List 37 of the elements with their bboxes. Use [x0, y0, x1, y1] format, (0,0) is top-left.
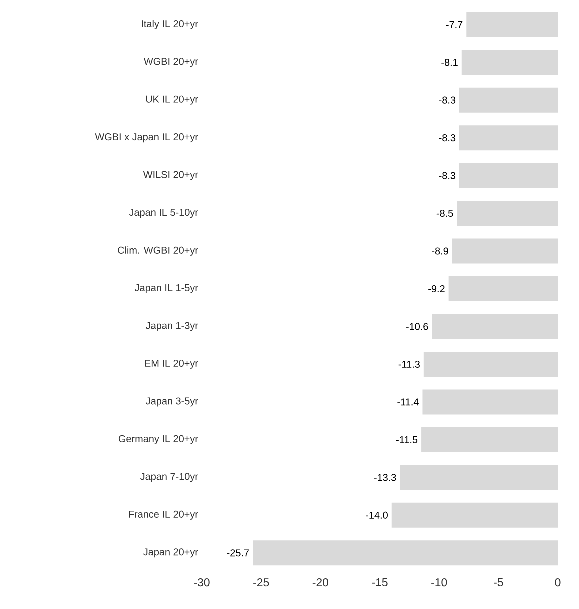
x-tick-label: -20	[312, 578, 328, 587]
x-tick-label: -25	[254, 578, 270, 587]
y-tick-label: Japan 1-3yr	[146, 322, 198, 332]
data-label: -7.7	[446, 21, 463, 28]
y-tick-label: Germany IL 20+yr	[118, 435, 198, 444]
y-tick-label: Japan IL 5-10yr	[129, 209, 198, 218]
y-tick-label: France IL 20+yr	[129, 510, 198, 520]
y-tick-label: EM IL 20+yr	[145, 360, 198, 369]
y-tick-label: WILSI 20+yr	[143, 171, 198, 180]
y-tick-label: Italy IL 20+yr	[142, 20, 198, 30]
y-tick-label: UK IL 20+yr	[146, 96, 198, 105]
data-label: -11.5	[396, 436, 418, 444]
y-tick-label: Japan 7-10yr	[140, 473, 198, 482]
y-tick-label: WGBI x Japan IL 20+yr	[95, 134, 198, 143]
data-label: -8.9	[432, 248, 448, 255]
data-label: -8.3	[439, 172, 456, 180]
data-label: -13.3	[374, 474, 396, 482]
data-label: -8.1	[442, 59, 458, 66]
y-tick-label: Japan IL 1-5yr	[134, 284, 198, 294]
data-label: -8.5	[436, 210, 454, 218]
y-tick-label: Japan 3-5yr	[146, 398, 198, 407]
data-label: -11.3	[398, 360, 420, 368]
x-tick-label: -5	[494, 578, 504, 587]
x-tick-label: -10	[432, 578, 448, 587]
data-label: -8.3	[439, 134, 456, 142]
y-tick-label: Clim. WGBI 20+yr	[118, 246, 198, 256]
x-tick-label: 0	[555, 578, 561, 587]
data-label: -8.3	[439, 96, 456, 104]
data-label: -10.6	[406, 323, 428, 330]
y-tick-label: WGBI 20+yr	[144, 58, 198, 68]
data-label: -11.4	[398, 398, 419, 406]
x-tick-label: -30	[194, 578, 210, 587]
data-label: -14.0	[366, 512, 388, 519]
data-label: -25.7	[227, 550, 250, 557]
y-tick-label: Japan 20+yr	[144, 548, 198, 558]
x-tick-label: -15	[372, 578, 388, 587]
data-label: -9.2	[428, 285, 445, 293]
